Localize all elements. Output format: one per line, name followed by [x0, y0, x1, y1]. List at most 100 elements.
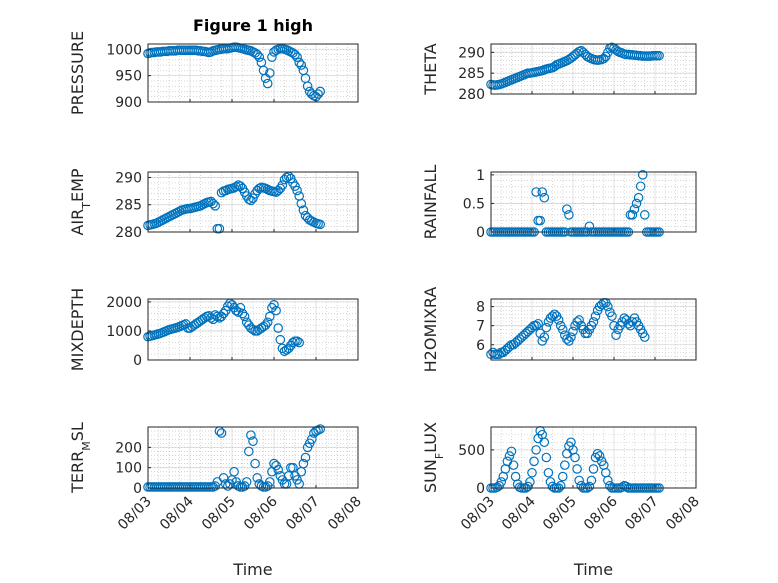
data-point — [273, 323, 283, 333]
y-tick-label: 6 — [476, 338, 485, 354]
data-point — [531, 320, 541, 331]
y-tick-label: 500 — [458, 443, 485, 459]
data-point — [298, 458, 309, 469]
y-tick-label: 0 — [476, 225, 485, 241]
data-point — [572, 464, 582, 474]
y-axis-label: TERRMSL — [68, 422, 93, 494]
data-point — [223, 301, 233, 312]
data-point — [531, 187, 541, 197]
data-point — [233, 307, 244, 317]
y-tick-label: 285 — [115, 198, 142, 214]
data-point — [603, 301, 613, 312]
data-point — [235, 302, 246, 313]
data-point — [290, 49, 300, 60]
data-point — [543, 467, 554, 478]
data-point — [294, 337, 304, 348]
data-point — [611, 330, 621, 341]
data-point — [267, 52, 277, 62]
data-point — [639, 332, 650, 342]
axes-box-mixdepth — [147, 298, 359, 361]
data-point — [315, 219, 325, 230]
data-point — [537, 187, 548, 197]
x-tick-label: 08/06 — [581, 493, 621, 533]
axes-box-terr-msl — [147, 426, 359, 489]
data-point — [229, 466, 239, 477]
data-point — [239, 311, 250, 322]
data-point — [210, 201, 220, 211]
data-point — [555, 480, 566, 491]
y-axis-label: RAINFALL — [421, 165, 440, 240]
data-point — [246, 195, 256, 206]
data-point — [508, 460, 519, 470]
data-point — [506, 446, 517, 457]
axes-box-air-temp — [147, 171, 359, 233]
data-point — [290, 181, 300, 191]
data-point — [264, 311, 275, 322]
data-point — [237, 308, 248, 319]
y-axis-label: H2OMIXRA — [421, 287, 440, 373]
y-tick-label: 0.5 — [463, 196, 485, 212]
y-axis-label: PRESSURE — [68, 31, 87, 115]
y-axis-label: SUNFLUX — [421, 422, 446, 493]
data-point — [296, 60, 307, 70]
data-point — [535, 215, 545, 226]
x-tick-label: 08/05 — [199, 494, 239, 534]
data-point — [262, 78, 273, 89]
y-tick-label: 285 — [458, 66, 485, 82]
data-point — [588, 317, 599, 327]
data-point — [559, 460, 570, 470]
data-point — [296, 198, 307, 209]
y-tick-label: 290 — [458, 45, 485, 61]
data-point — [273, 464, 283, 475]
data-point — [570, 452, 580, 463]
y-axis-label: AIRTEMP — [68, 168, 93, 235]
data-point — [539, 332, 550, 342]
data-point — [260, 320, 271, 330]
data-point — [246, 430, 256, 440]
data-point — [635, 181, 646, 192]
panel-terr-msl: 0 100 200 08/03 08/04 08/05 08/06 08/07 08/08 Tim… — [68, 422, 365, 579]
y-tick-label: 8 — [476, 300, 485, 316]
data-point — [269, 300, 279, 310]
data-point — [244, 446, 254, 457]
data-point — [231, 181, 241, 192]
y-tick-label: 1000 — [106, 42, 142, 58]
y-tick-label: 0 — [476, 481, 485, 497]
data-point — [306, 434, 317, 444]
x-tick-label: 08/08 — [663, 494, 703, 534]
y-tick-label: 100 — [115, 461, 142, 477]
data-point — [315, 424, 325, 434]
data-point — [639, 210, 650, 220]
data-point — [531, 445, 541, 455]
panel-rainfall: 0 0.5 1 RAINFALL — [421, 165, 697, 241]
data-point — [533, 318, 543, 329]
data-point — [216, 428, 227, 438]
data-point — [281, 172, 292, 183]
axes-box-pressure — [147, 43, 359, 103]
y-tick-label: 280 — [115, 225, 142, 241]
data-point — [248, 436, 258, 447]
data-point — [302, 81, 313, 91]
data-point — [315, 86, 325, 97]
figure-title: Figure 1 high — [193, 16, 313, 35]
data-point — [631, 198, 642, 209]
data-point — [292, 52, 302, 62]
y-tick-label: 200 — [115, 440, 142, 456]
x-axis-label: Time — [573, 560, 613, 579]
data-point — [271, 305, 281, 316]
data-point — [574, 475, 584, 486]
data-point — [553, 315, 564, 325]
x-tick-label: 08/04 — [499, 493, 539, 533]
data-point — [252, 473, 263, 483]
grid-rainfall — [491, 172, 696, 232]
data-point — [496, 477, 507, 487]
data-point — [298, 205, 309, 215]
panel-pressure: 900 950 1000 PRESSURE Figure 1 high — [68, 16, 359, 115]
data-point — [654, 50, 664, 61]
data-point — [288, 337, 298, 348]
y-tick-label: 290 — [115, 170, 142, 186]
series-pressure — [143, 42, 325, 102]
y-tick-label: 0 — [133, 481, 142, 497]
series-mixdepth — [143, 298, 304, 357]
y-tick-label: 900 — [115, 95, 142, 111]
